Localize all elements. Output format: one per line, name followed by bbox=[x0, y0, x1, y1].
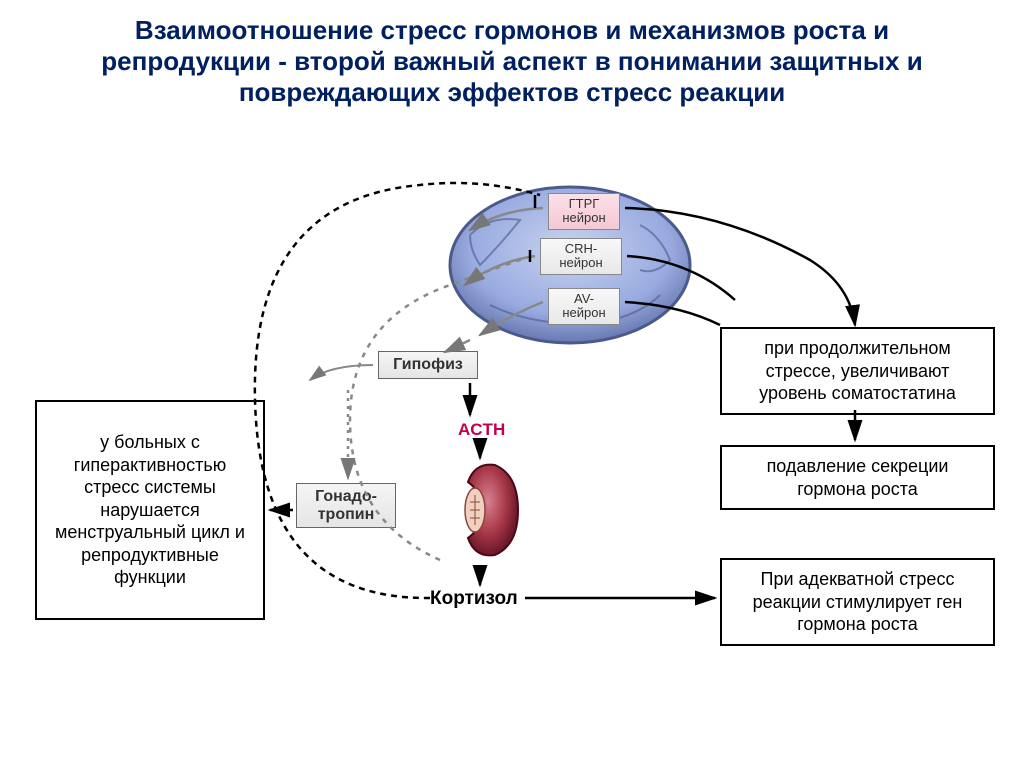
left-info-box: у больных с гиперактивностью стресс сист… bbox=[35, 400, 265, 620]
page-title: Взаимоотношение стресс гормонов и механи… bbox=[50, 15, 974, 109]
av-neuron-box: AV-нейрон bbox=[548, 288, 620, 325]
cortisol-label: Кортизол bbox=[430, 588, 518, 610]
gonadotropin-box: Гонадо- тропин bbox=[296, 483, 396, 528]
pituitary-box: Гипофиз bbox=[378, 351, 478, 379]
right-info-box-1: при продолжительном стрессе, увеличивают… bbox=[720, 327, 995, 415]
kidney-illustration bbox=[440, 450, 530, 570]
right-info-box-2: подавление секреции гормона роста bbox=[720, 445, 995, 510]
gtrg-neuron-box: ГТРГ нейрон bbox=[548, 193, 620, 230]
right-info-box-3: При адекватной стресс реакции стимулируе… bbox=[720, 558, 995, 646]
crh-neuron-box: CRH-нейрон bbox=[540, 238, 622, 275]
acth-label: ACTH bbox=[458, 420, 505, 440]
